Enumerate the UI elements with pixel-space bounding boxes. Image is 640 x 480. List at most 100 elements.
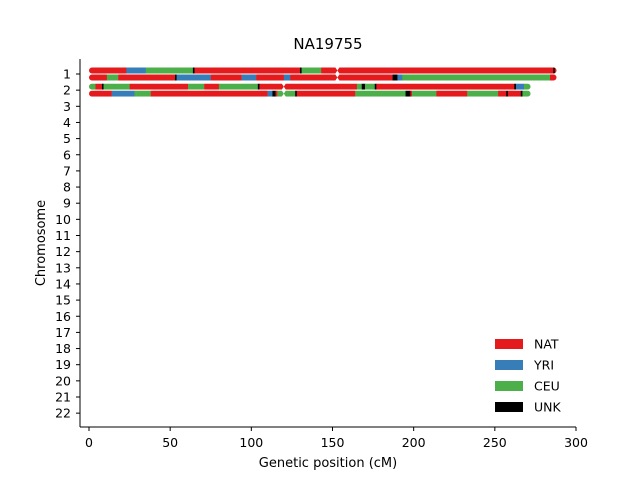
ancestry-segment	[364, 83, 375, 90]
chart-title: NA19755	[293, 35, 362, 53]
ancestry-segment	[89, 83, 96, 90]
ancestry-segment	[267, 90, 273, 97]
ancestry-segment	[275, 90, 278, 97]
y-tick-label: 17	[55, 325, 71, 340]
ancestry-segment	[277, 90, 288, 97]
ancestry-segment	[376, 83, 515, 90]
ancestry-segment	[553, 67, 556, 74]
x-axis-ticks: 0 50 100 150 200 250 300	[85, 427, 588, 450]
ancestry-segment	[554, 67, 557, 74]
ancestry-segment	[256, 74, 284, 81]
ancestry-segment	[295, 90, 297, 97]
legend-swatch	[495, 339, 523, 349]
ancestry-segment	[218, 83, 259, 90]
ancestry-segment	[301, 67, 322, 74]
y-tick-label: 21	[55, 390, 71, 405]
ancestry-segment	[259, 83, 358, 90]
x-tick-label: 100	[239, 435, 263, 450]
legend-swatch	[495, 402, 523, 412]
ancestry-segment	[287, 90, 296, 97]
y-tick-label: 8	[63, 180, 71, 195]
ancestry-segment	[290, 74, 393, 81]
ancestry-segment	[204, 83, 220, 90]
ancestry-segment	[412, 90, 437, 97]
plot-area: 0 50 100 150 200 250 300 123456789101112131415…	[55, 59, 588, 450]
ancestry-segment	[103, 83, 130, 90]
x-tick-label: 200	[402, 435, 426, 450]
ancestry-segment	[361, 83, 366, 90]
ancestry-segment	[194, 67, 301, 74]
ancestry-segment	[514, 83, 517, 90]
y-tick-label: 5	[63, 131, 71, 146]
ancestry-segment	[188, 83, 205, 90]
ancestry-segment	[176, 74, 211, 81]
y-tick-label: 10	[55, 212, 71, 227]
ancestry-segment	[436, 90, 468, 97]
y-tick-label: 3	[63, 99, 71, 114]
y-tick-label: 19	[55, 357, 71, 372]
legend-swatch	[495, 360, 523, 370]
y-tick-label: 12	[55, 244, 71, 259]
y-tick-label: 9	[63, 196, 71, 211]
ancestry-segment	[89, 90, 112, 97]
ancestry-segment	[89, 67, 127, 74]
ancestry-segment	[272, 90, 276, 97]
ancestry-segment	[192, 67, 195, 74]
ancestry-segment	[405, 90, 411, 97]
haplotype-track	[89, 90, 531, 97]
ancestry-segment	[134, 90, 137, 97]
y-tick-label: 22	[55, 406, 71, 421]
ancestry-segment	[101, 83, 104, 90]
ancestry-segment	[145, 67, 194, 74]
ancestry-segment	[95, 83, 103, 90]
ancestry-segment	[136, 90, 151, 97]
x-tick-label: 0	[85, 435, 93, 450]
ancestry-segment	[300, 67, 302, 74]
ancestry-segment	[150, 90, 268, 97]
ancestry-segment	[257, 83, 260, 90]
y-tick-label: 2	[63, 83, 71, 98]
ancestry-segment	[374, 83, 377, 90]
y-tick-label: 18	[55, 341, 71, 356]
x-axis-label: Genetic position (cM)	[259, 456, 397, 471]
x-tick-label: 300	[564, 435, 588, 450]
y-tick-label: 14	[55, 276, 71, 291]
legend-label: UNK	[534, 400, 561, 415]
ancestry-segment	[356, 83, 362, 90]
y-tick-label: 6	[63, 147, 71, 162]
ancestry-segment	[175, 74, 177, 81]
ancestry-segment	[392, 74, 398, 81]
legend-label: CEU	[534, 379, 560, 394]
y-axis-label: Chromosome	[34, 200, 49, 286]
ancestry-segment	[283, 74, 291, 81]
x-tick-label: 50	[162, 435, 178, 450]
y-tick-label: 7	[63, 163, 71, 178]
ancestry-segment	[467, 90, 499, 97]
ancestry-tracks	[89, 67, 557, 97]
ancestry-segment	[550, 74, 557, 81]
ancestry-segment	[321, 67, 554, 74]
ancestry-segment	[498, 90, 507, 97]
haplotype-track	[89, 83, 531, 90]
ancestry-segment	[126, 67, 147, 74]
ancestry-segment	[524, 83, 531, 90]
ancestry-segment	[410, 90, 413, 97]
y-tick-label: 20	[55, 373, 71, 388]
y-tick-label: 15	[55, 293, 71, 308]
ancestry-segment	[355, 90, 406, 97]
ancestry-segment	[507, 90, 522, 97]
y-tick-label: 13	[55, 260, 71, 275]
legend-swatch	[495, 381, 523, 391]
ancestry-segment	[397, 74, 403, 81]
ancestry-segment	[522, 90, 531, 97]
legend-label: NAT	[534, 337, 559, 352]
ancestry-segment	[118, 74, 176, 81]
ancestry-segment	[520, 90, 523, 97]
ancestry-segment	[402, 74, 551, 81]
haplotype-track	[89, 67, 557, 74]
ancestry-segment	[111, 90, 135, 97]
ancestry-segment	[210, 74, 242, 81]
legend-label: YRI	[533, 358, 554, 373]
